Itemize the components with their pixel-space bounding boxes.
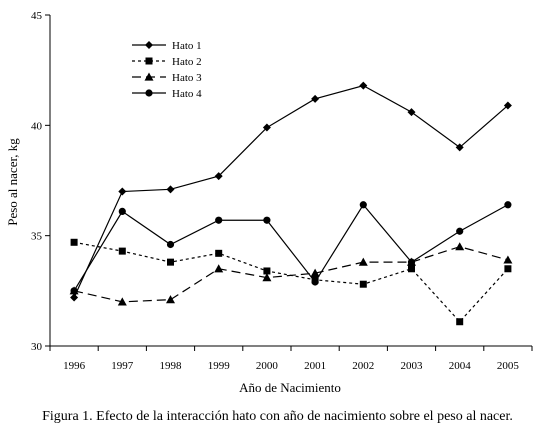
data-point-circle xyxy=(263,216,271,224)
series-layer xyxy=(69,81,513,326)
data-point-circle xyxy=(311,278,319,286)
data-point-circle xyxy=(166,240,175,249)
data-point-circle xyxy=(504,201,512,209)
data-point-diamond xyxy=(407,108,416,117)
x-tick-label: 2002 xyxy=(352,360,374,372)
data-point-square xyxy=(145,57,153,65)
legend-entry: Hato 1 xyxy=(132,40,202,52)
data-point-triangle xyxy=(214,264,224,273)
data-point-circle xyxy=(407,258,416,266)
y-tick-label: 40 xyxy=(31,120,43,132)
figure-caption: Figura 1. Efecto de la interacción hato … xyxy=(42,409,513,424)
data-point-triangle xyxy=(310,268,320,277)
x-tick-label: 1996 xyxy=(63,360,86,372)
data-point-diamond xyxy=(503,101,512,110)
legend-label: Hato 1 xyxy=(172,40,202,52)
series-hato-4 xyxy=(70,201,512,295)
data-point-circle xyxy=(359,201,367,209)
axes xyxy=(49,15,532,347)
x-tick-label: 2003 xyxy=(401,360,424,372)
data-point-triangle xyxy=(503,255,513,264)
legend: Hato 1 Hato 2 Hato 3 Hato 4 xyxy=(132,40,202,100)
data-point-triangle xyxy=(455,242,465,251)
x-tick-label: 2000 xyxy=(256,360,279,372)
data-point-diamond xyxy=(70,293,79,302)
y-tick-label: 45 xyxy=(31,10,43,22)
data-point-square xyxy=(167,258,174,266)
data-point-square xyxy=(118,247,126,255)
x-tick-label: 1997 xyxy=(111,360,134,372)
x-tick-label: 1999 xyxy=(208,360,231,372)
legend-entry: Hato 2 xyxy=(132,56,202,68)
data-point-diamond xyxy=(359,81,368,90)
legend-label: Hato 4 xyxy=(172,88,202,100)
data-point-diamond xyxy=(166,185,175,194)
data-point-diamond xyxy=(262,123,271,132)
data-point-triangle xyxy=(144,72,154,81)
data-point-circle xyxy=(456,227,464,235)
data-point-square xyxy=(215,249,223,257)
data-point-diamond xyxy=(455,143,464,152)
data-point-circle xyxy=(118,207,126,215)
x-tick-label: 1998 xyxy=(160,360,183,372)
data-point-diamond xyxy=(214,172,223,181)
data-point-triangle xyxy=(358,257,368,266)
data-point-circle xyxy=(70,287,78,295)
data-point-triangle xyxy=(117,297,127,306)
data-point-diamond xyxy=(311,94,320,103)
y-axis-ticks: 30 35 40 45 xyxy=(31,10,50,353)
x-axis-title: Año de Nacimiento xyxy=(239,380,341,395)
data-point-circle xyxy=(215,216,223,224)
data-point-square xyxy=(359,280,367,288)
x-tick-label: 2004 xyxy=(449,360,472,372)
x-tick-label: 2005 xyxy=(497,360,520,372)
legend-label: Hato 3 xyxy=(172,72,202,84)
data-point-triangle xyxy=(262,273,272,282)
x-axis-ticks: 1996 1997 1998 1999 2000 2001 2002 2003 2004 2005 xyxy=(49,346,533,372)
series-hato-1 xyxy=(70,81,512,302)
legend-entry: Hato 4 xyxy=(132,88,202,100)
y-tick-label: 30 xyxy=(31,341,43,353)
series-line xyxy=(73,203,509,292)
data-point-square xyxy=(504,265,512,273)
data-point-square xyxy=(70,238,78,246)
data-point-circle xyxy=(145,89,153,97)
legend-label: Hato 2 xyxy=(172,56,202,68)
series-line xyxy=(73,241,509,323)
legend-entry: Hato 3 xyxy=(132,72,202,84)
data-point-square xyxy=(263,267,271,275)
x-tick-label: 2001 xyxy=(304,360,326,372)
data-point-diamond xyxy=(145,41,153,49)
y-axis-title: Peso al nacer, kg xyxy=(5,138,20,226)
series-line xyxy=(73,246,509,303)
data-point-square xyxy=(456,318,464,326)
y-tick-label: 35 xyxy=(31,231,43,243)
data-point-triangle xyxy=(166,295,175,304)
data-point-square xyxy=(408,265,415,273)
series-line xyxy=(73,84,509,298)
data-point-diamond xyxy=(118,187,127,196)
